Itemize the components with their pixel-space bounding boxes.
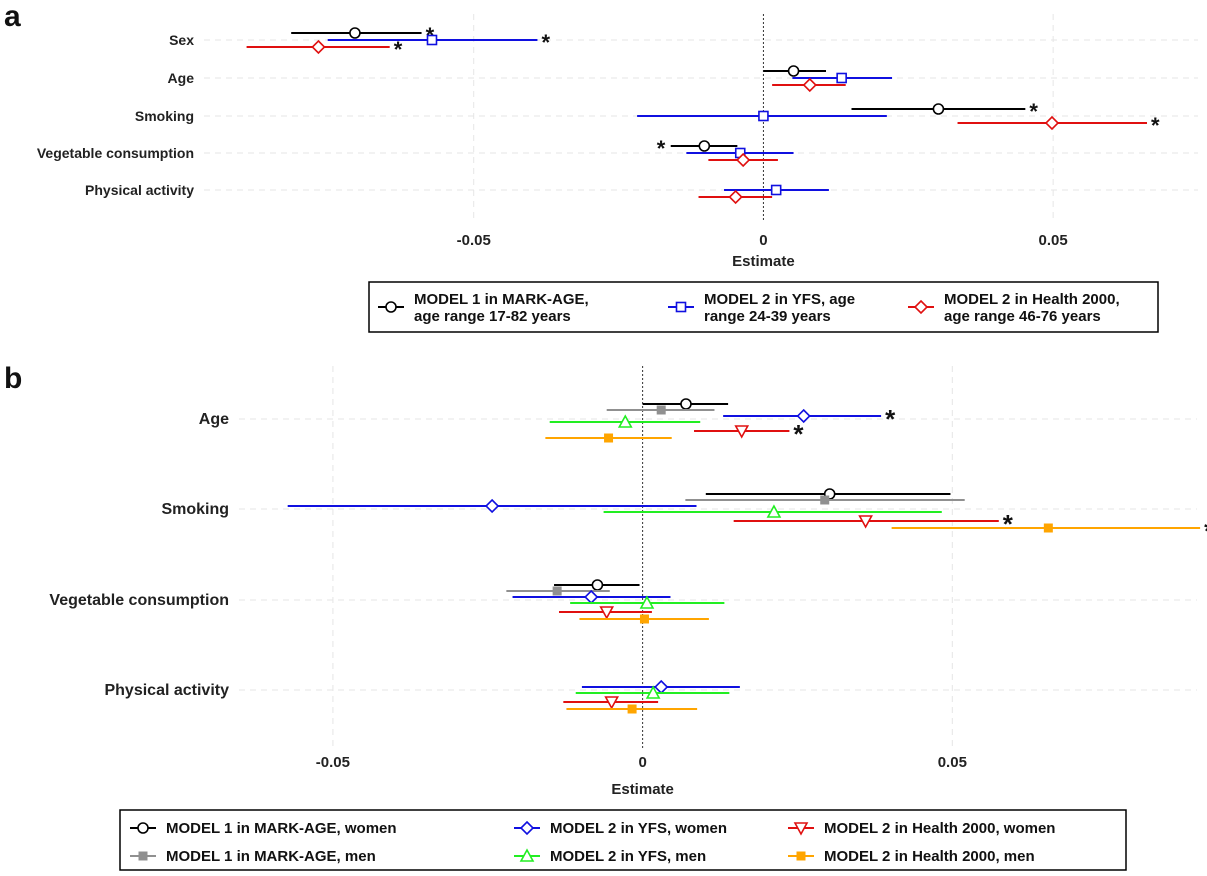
significance-star: * [541, 30, 550, 55]
legend-label: MODEL 2 in Health 2000, women [824, 820, 1055, 837]
legend-label: MODEL 1 in MARK-AGE, women [166, 820, 397, 837]
category-label: Smoking [161, 501, 229, 518]
estimate-point [552, 586, 562, 596]
estimate-point [584, 589, 599, 605]
panel-letter: a [4, 0, 21, 33]
estimate-point [639, 614, 649, 624]
estimate-point [311, 39, 326, 55]
legend-label: MODEL 1 in MARK-AGE, men [166, 848, 376, 865]
x-tick-label: -0.05 [457, 232, 491, 249]
estimate-point [734, 425, 750, 439]
significance-star: * [1003, 509, 1014, 539]
legend-label: age range 46-76 years [944, 308, 1101, 325]
legend-label: MODEL 2 in Health 2000, [944, 291, 1120, 308]
legend-marker [138, 851, 148, 861]
significance-star: * [885, 404, 896, 434]
estimate-point [645, 685, 661, 699]
estimate-point [617, 414, 633, 428]
estimate-point [599, 606, 615, 620]
estimate-point [736, 152, 751, 168]
legend-marker [796, 851, 806, 861]
panel-letter: b [4, 362, 22, 395]
x-axis-title: Estimate [611, 781, 674, 798]
category-label: Age [199, 411, 229, 428]
estimate-point [728, 189, 743, 205]
legend-marker [385, 301, 397, 313]
estimate-point [591, 579, 604, 591]
estimate-point [654, 679, 669, 695]
category-label: Physical activity [85, 182, 194, 198]
legend-marker [675, 301, 687, 313]
category-label: Vegetable consumption [37, 145, 194, 161]
estimate-point [787, 65, 800, 77]
significance-star: * [1204, 516, 1207, 546]
legend-label: MODEL 2 in YFS, women [550, 820, 727, 837]
estimate-point [758, 110, 769, 122]
estimate-point [1044, 115, 1060, 131]
x-tick-label: 0 [638, 754, 646, 771]
category-label: Smoking [135, 108, 194, 124]
legend-marker [519, 848, 535, 862]
estimate-point [766, 504, 782, 518]
estimate-point [1043, 523, 1053, 533]
category-label: Vegetable consumption [49, 592, 229, 609]
legend-label: range 24-39 years [704, 308, 831, 325]
x-tick-label: -0.05 [316, 754, 350, 771]
estimate-point [858, 515, 873, 529]
panel-b: b Age Smoking Vegetable consumption Physical… [4, 362, 1207, 871]
legend-marker [793, 822, 809, 836]
estimate-point [836, 72, 847, 84]
x-tick-label: 0.05 [938, 754, 967, 771]
x-axis-title: Estimate [732, 253, 795, 270]
significance-star: * [793, 419, 804, 449]
estimate-point [820, 495, 830, 505]
estimate-point [796, 408, 811, 424]
significance-star: * [1029, 99, 1038, 124]
estimate-point [604, 433, 614, 443]
estimate-point [349, 27, 361, 39]
category-label: Age [168, 70, 195, 86]
estimate-point [484, 498, 500, 514]
estimate-point [770, 184, 782, 196]
estimate-point [698, 140, 711, 152]
significance-star: * [657, 136, 666, 161]
legend-label: MODEL 2 in YFS, age [704, 291, 855, 308]
estimate-point [639, 595, 655, 609]
estimate-point [426, 34, 438, 46]
x-tick-label: 0 [759, 232, 767, 249]
panel-a: a Sex Age Smoking Vegetable consumption Physi… [4, 0, 1198, 333]
legend-marker [519, 820, 535, 836]
legend-label: age range 17-82 years [414, 308, 571, 325]
legend-label: MODEL 1 in MARK-AGE, [414, 291, 589, 308]
estimate-point [656, 405, 666, 415]
legend-box [119, 809, 1127, 871]
legend-marker [137, 822, 149, 834]
estimate-point [932, 103, 945, 115]
estimate-point [680, 398, 692, 410]
legend-label: MODEL 2 in YFS, men [550, 848, 706, 865]
significance-star: * [394, 37, 403, 62]
legend-label: MODEL 2 in Health 2000, men [824, 848, 1035, 865]
estimate-point [802, 77, 817, 93]
category-label: Sex [169, 32, 194, 48]
significance-star: * [1151, 113, 1160, 138]
estimate-point [604, 696, 619, 710]
legend-marker [913, 299, 929, 315]
category-label: Physical activity [104, 682, 229, 699]
estimate-point [627, 704, 637, 714]
x-tick-label: 0.05 [1039, 232, 1068, 249]
legend-box [368, 281, 1159, 333]
